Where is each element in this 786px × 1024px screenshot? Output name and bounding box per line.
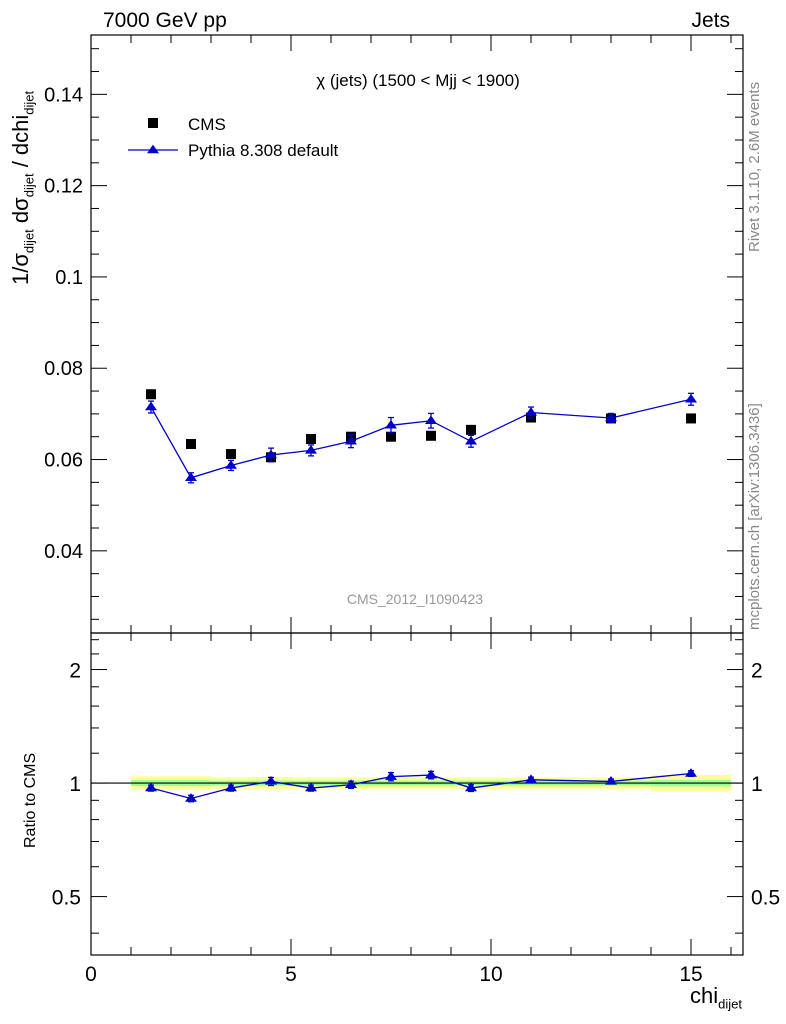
x-tick-label: 0 <box>85 963 97 986</box>
pythia-data-point <box>425 415 437 424</box>
cms-data-point <box>226 449 236 460</box>
cms-data-point <box>146 389 156 400</box>
x-tick-label: 15 <box>679 963 702 986</box>
header-right-label: Jets <box>691 9 730 32</box>
header-left-label: 7000 GeV pp <box>103 9 227 32</box>
pythia-data-point <box>305 445 317 454</box>
y-tick-label: 0.04 <box>44 541 83 563</box>
axis-ticks <box>90 35 743 955</box>
legend-pythia-label: Pythia 8.308 default <box>188 141 339 160</box>
plot-title: χ (jets) (1500 < Mjj < 1900) <box>316 71 520 90</box>
ratio-y-tick-label-right: 1 <box>751 773 763 796</box>
chart-text: χ (jets) (1500 < Mjj < 1900) CMS_2012_I1… <box>44 71 780 986</box>
pythia-data-point <box>605 412 617 422</box>
pythia-data-point <box>265 449 277 459</box>
legend-cms-label: CMS <box>188 115 226 134</box>
ratio-pythia-point <box>145 782 157 792</box>
plot-frames <box>90 34 744 956</box>
ratio-pythia-point <box>425 769 437 779</box>
pythia-data-point <box>225 460 237 469</box>
legend-markers <box>128 118 178 154</box>
y-tick-label: 0.08 <box>44 358 83 380</box>
legend-pythia-marker <box>147 144 159 154</box>
ratio-pythia-point <box>225 782 237 792</box>
ratio-pythia-line <box>150 772 692 800</box>
pythia-data-point <box>525 407 537 416</box>
ratio-pythia-point <box>265 776 277 785</box>
ratio-pythia-point <box>185 793 197 802</box>
ratio-pythia-point <box>305 782 317 792</box>
ratio-pythia-point <box>345 779 357 788</box>
pythia-line <box>150 398 692 479</box>
pythia-data-point <box>465 435 477 445</box>
ratio-pythia-point <box>465 782 477 792</box>
x-tick-label: 10 <box>479 963 502 986</box>
cms-data-point <box>686 413 696 424</box>
ratio-pythia-point <box>385 771 397 780</box>
ratio-y-tick-label-right: 2 <box>751 660 763 683</box>
pythia-data-point <box>185 472 197 482</box>
y-tick-label: 0.14 <box>44 84 83 106</box>
ratio-y-tick-label-left: 2 <box>69 660 81 683</box>
ratio-pythia-point <box>525 774 537 784</box>
pythia-data-point <box>145 401 157 411</box>
data-series <box>145 389 697 803</box>
cms-data-point <box>186 439 196 450</box>
cms-data-point <box>466 424 476 435</box>
pythia-data-point <box>345 435 357 445</box>
pythia-data-point <box>685 393 697 403</box>
x-axis-title: chidijet <box>690 983 742 1012</box>
x-tick-label: 5 <box>285 963 297 986</box>
ratio-y-tick-label-right: 0.5 <box>751 887 780 910</box>
cms-data-point <box>306 433 316 444</box>
pythia-data-point <box>385 419 397 429</box>
legend-cms-marker <box>148 118 158 128</box>
analysis-watermark: CMS_2012_I1090423 <box>347 591 483 607</box>
cms-data-point <box>386 431 396 442</box>
ratio-pythia-point <box>605 776 617 785</box>
y-tick-label: 0.1 <box>55 267 83 289</box>
ratio-plot-frame <box>90 632 744 956</box>
y-tick-label: 0.12 <box>44 176 83 198</box>
cms-data-point <box>426 430 436 441</box>
ratio-y-tick-label-left: 1 <box>69 773 81 796</box>
y-tick-label: 0.06 <box>44 450 83 472</box>
ratio-pythia-point <box>685 768 697 777</box>
ratio-y-tick-label-left: 0.5 <box>52 887 81 910</box>
